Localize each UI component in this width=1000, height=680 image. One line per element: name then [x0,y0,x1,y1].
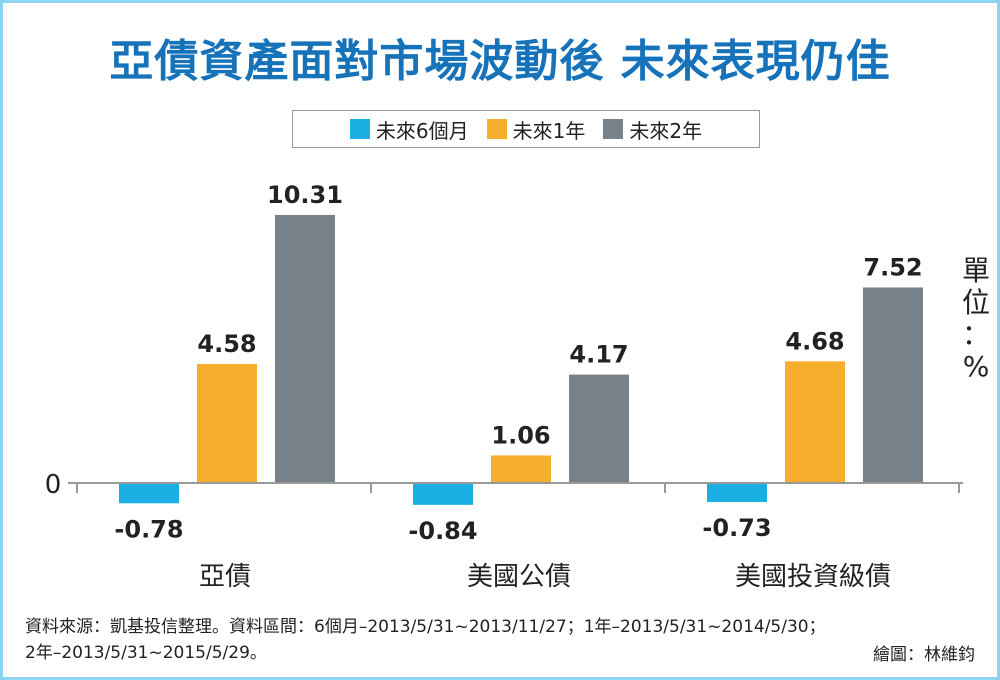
category-label: 美國投資級債 [735,562,891,592]
source-note: 資料來源：凱基投信整理。資料區間：6個月–2013/5/31~2013/11/2… [25,614,826,666]
bar [569,374,629,483]
unit-char: 位 [961,286,990,319]
data-label: -0.78 [114,515,183,543]
category-label: 美國公債 [467,562,571,592]
unit-label: 單位：% [958,255,994,383]
legend-swatch [486,119,507,139]
data-label: 4.17 [569,341,628,369]
source-line-1: 資料來源：凱基投信整理。資料區間：6個月–2013/5/31~2013/11/2… [25,617,826,637]
chart-title: 亞債資產面對市場波動後 未來表現仍佳 [109,36,891,87]
y-tick-label: 0 [45,470,62,500]
legend-label: 未來2年 [629,118,703,143]
data-label: 4.58 [197,330,256,358]
source-line-2: 2年–2013/5/31~2015/5/29。 [25,643,267,663]
data-label: 4.68 [785,327,844,355]
bar [413,483,473,505]
unit-char: % [962,350,990,383]
legend-swatch [603,119,624,139]
data-label: -0.73 [702,514,771,542]
bar [197,363,257,483]
bar [785,361,845,483]
legend-label: 未來6個月 [375,118,469,143]
legend-item-1y: 未來1年 [486,115,586,144]
bar-chart: -0.78 4.58 10.31 亞債 -0.84 1.06 4.17 美國公債 -0.73 4.… [45,181,963,592]
bar [863,287,923,483]
unit-char: ： [961,318,990,351]
bar [275,214,335,483]
legend-item-2y: 未來2年 [603,115,702,144]
legend-swatch [349,119,370,139]
data-label: 1.06 [491,421,550,449]
category-label: 亞債 [199,562,251,592]
data-label: 10.31 [267,181,343,209]
unit-char: 單 [961,254,990,287]
bar [119,483,179,504]
data-label: -0.84 [408,517,477,545]
bar [707,483,767,502]
legend-item-6m: 未來6個月 [349,115,469,144]
bar [491,455,551,483]
data-label: 7.52 [863,253,922,281]
legend: 未來6個月 未來1年 未來2年 [292,110,760,148]
legend-label: 未來1年 [512,118,586,143]
credit: 繪圖：林維鈞 [873,645,975,665]
